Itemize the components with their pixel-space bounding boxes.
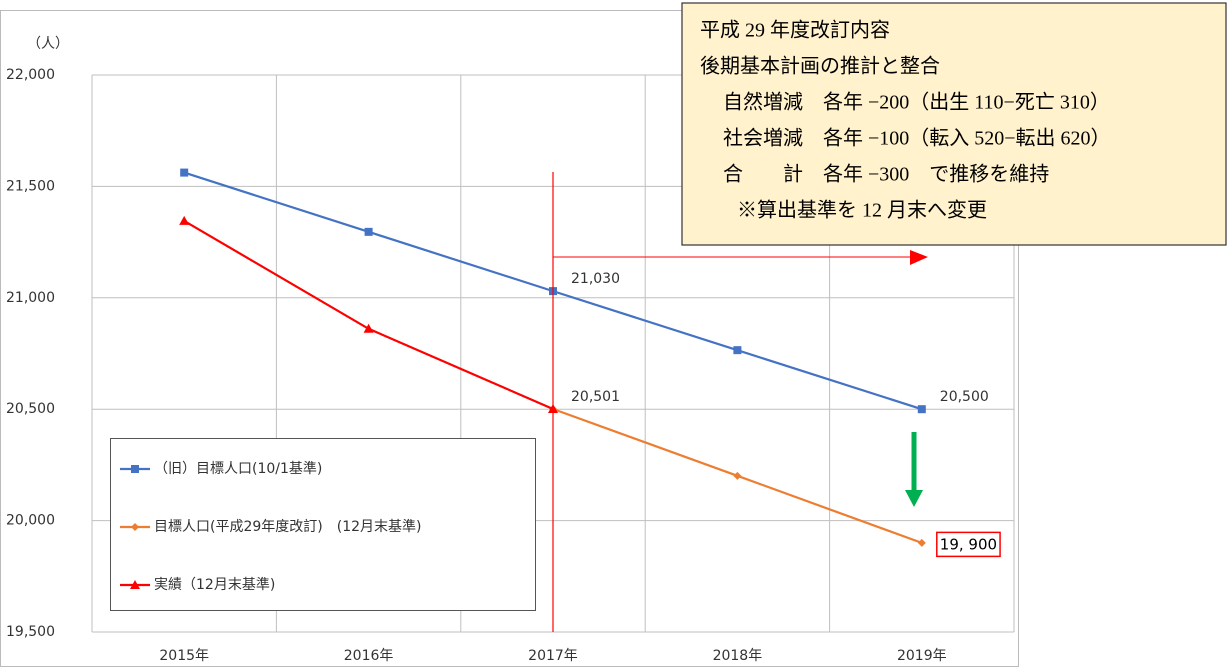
data-label: 20,500 [940, 389, 989, 405]
down-arrow-head [905, 490, 923, 507]
marker [180, 168, 189, 177]
marker [131, 523, 139, 531]
y-tick-label: 21,000 [6, 290, 55, 306]
marker [131, 465, 139, 473]
marker [917, 405, 926, 414]
data-label: 19, 900 [940, 535, 997, 553]
x-tick-label: 2017年 [528, 648, 578, 664]
annotation-text: 自然増減 各年 −200（出生 110−死亡 310） [723, 91, 1110, 114]
marker [364, 227, 373, 236]
marker [733, 346, 742, 355]
x-tick-label: 2015年 [159, 648, 209, 664]
arrow-head [910, 250, 928, 265]
y-tick-label: 22,000 [6, 67, 55, 83]
marker [130, 580, 140, 589]
y-tick-label: 20,000 [6, 513, 55, 529]
data-label-box [936, 531, 1001, 558]
data-label: 20,501 [571, 389, 620, 405]
y-tick-label: 21,500 [6, 178, 55, 194]
y-unit-label: （人） [27, 36, 69, 52]
y-tick-label: 19,500 [6, 624, 55, 640]
legend-box [110, 438, 536, 611]
marker [179, 215, 190, 225]
data-label: 21,030 [571, 271, 620, 287]
marker [917, 538, 926, 547]
annotation-text: 後期基本計画の推計と整合 [700, 55, 940, 78]
y-tick-label: 20,500 [6, 401, 55, 417]
marker [363, 323, 374, 333]
x-tick-label: 2016年 [344, 648, 394, 664]
annotation-text: ※算出基準を 12 月末へ変更 [737, 199, 987, 222]
legend-label: 目標人口(平成29年度改訂) (12月末基準) [154, 518, 421, 535]
annotation-text: 合 計 各年 −300 で推移を維持 [723, 163, 1049, 186]
legend-label: 実績（12月末基準) [154, 576, 275, 593]
annotation-box [681, 2, 1227, 246]
annotation-text: 平成 29 年度改訂内容 [700, 19, 890, 42]
annotation-text: 社会増減 各年 −100（転入 520−転出 620） [723, 127, 1111, 150]
x-tick-label: 2018年 [713, 648, 763, 664]
x-tick-label: 2019年 [897, 648, 947, 664]
legend-label: （旧）目標人口(10/1基準) [154, 460, 322, 477]
marker [733, 471, 742, 480]
